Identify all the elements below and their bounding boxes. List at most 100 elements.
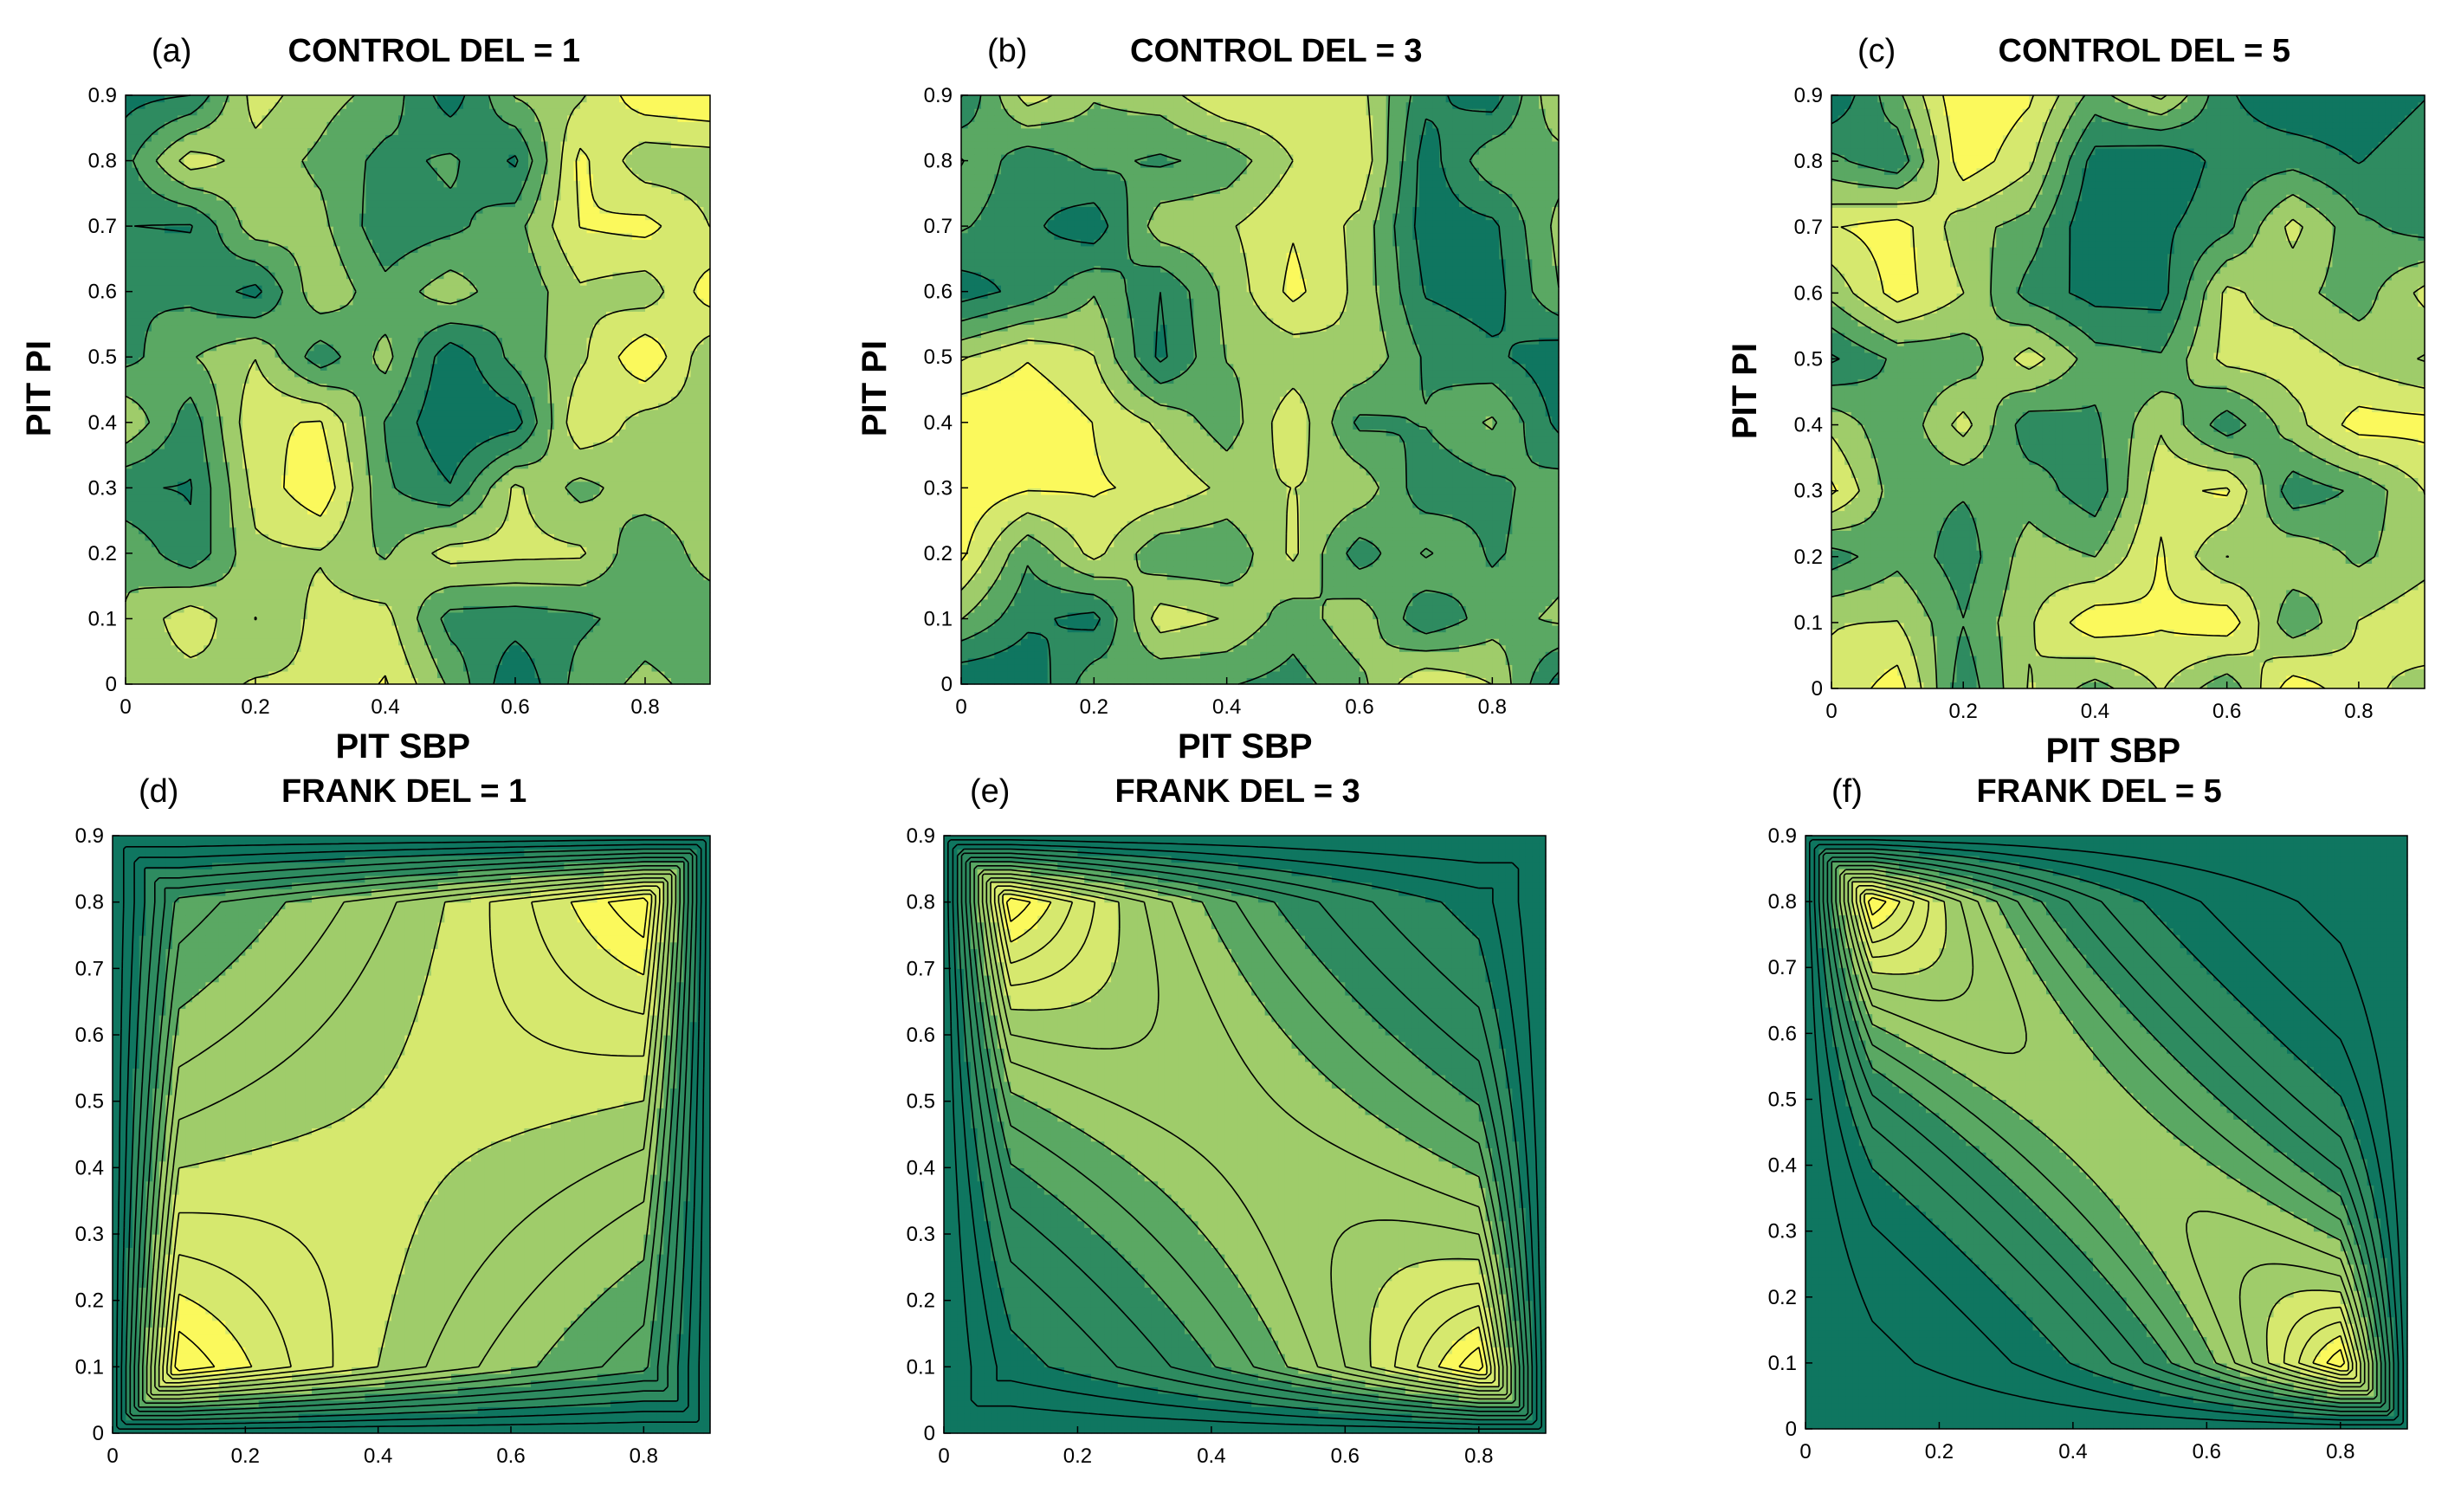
contour-cell bbox=[378, 670, 386, 679]
contour-cell bbox=[320, 670, 328, 679]
contour-cell bbox=[262, 670, 269, 679]
contour-cell bbox=[599, 677, 607, 685]
contour-cell bbox=[625, 677, 633, 685]
contour-cell bbox=[191, 677, 198, 685]
contour-cell bbox=[326, 677, 334, 685]
contour-cell bbox=[203, 677, 211, 685]
contour-cell bbox=[593, 677, 601, 685]
contour-cell bbox=[547, 677, 555, 685]
contour-cell bbox=[690, 670, 698, 679]
contour-cell bbox=[346, 670, 354, 679]
contour-cell bbox=[528, 670, 536, 679]
contour-cell bbox=[697, 677, 705, 685]
contour-cell bbox=[528, 677, 536, 685]
contour-cell bbox=[424, 677, 432, 685]
contour-cell bbox=[417, 670, 425, 679]
contour-cell bbox=[612, 670, 620, 679]
panel-title: CONTROL DEL = 1 bbox=[288, 33, 581, 70]
contour-cell bbox=[139, 677, 146, 685]
contour-cell bbox=[307, 677, 315, 685]
contour-cell bbox=[223, 670, 230, 679]
contour-cell bbox=[684, 670, 692, 679]
contour-cell bbox=[684, 677, 692, 685]
contour-cell bbox=[216, 670, 224, 679]
contour-cell bbox=[165, 670, 172, 679]
contour-cell bbox=[573, 670, 581, 679]
contour-cell bbox=[411, 670, 419, 679]
contour-cell bbox=[313, 677, 321, 685]
contour-cell bbox=[333, 677, 341, 685]
contour-cell bbox=[489, 677, 497, 685]
contour-cell bbox=[567, 677, 575, 685]
contour-cell bbox=[184, 677, 191, 685]
contour-cell bbox=[456, 670, 464, 679]
contour-cell bbox=[450, 677, 458, 685]
contour-cell bbox=[554, 677, 562, 685]
contour-cell bbox=[145, 677, 152, 685]
contour-cell bbox=[391, 670, 399, 679]
contour-cell bbox=[632, 670, 640, 679]
contour-cell bbox=[515, 677, 523, 685]
contour-cell bbox=[658, 677, 666, 685]
contour-cell bbox=[287, 670, 295, 679]
contour-cell bbox=[489, 670, 497, 679]
contour-cell bbox=[398, 670, 406, 679]
contour-cell bbox=[255, 670, 263, 679]
contour-cell bbox=[191, 670, 198, 679]
contour-cell bbox=[229, 677, 237, 685]
contour-cell bbox=[612, 677, 620, 685]
contour-cell bbox=[534, 677, 542, 685]
contour-cell bbox=[521, 677, 529, 685]
contour-cell bbox=[249, 677, 256, 685]
contour-cell bbox=[456, 677, 464, 685]
contour-cell bbox=[697, 670, 705, 679]
contour-cell bbox=[165, 677, 172, 685]
contour-cell bbox=[313, 670, 321, 679]
contour-cell bbox=[307, 670, 315, 679]
contour-cell bbox=[320, 677, 328, 685]
contour-cell bbox=[294, 677, 302, 685]
contour-cell bbox=[560, 670, 568, 679]
contour-cell bbox=[586, 670, 594, 679]
contour-cell bbox=[197, 677, 204, 685]
contour-cell bbox=[262, 677, 269, 685]
contour-cell bbox=[417, 677, 425, 685]
contour-cell bbox=[300, 670, 308, 679]
contour-cell bbox=[203, 670, 211, 679]
contour-cell bbox=[300, 677, 308, 685]
contour-cell bbox=[424, 670, 432, 679]
contour-cell bbox=[229, 670, 237, 679]
contour-cell bbox=[651, 677, 659, 685]
contour-cell bbox=[619, 677, 627, 685]
contour-cell bbox=[508, 670, 516, 679]
contour-cell bbox=[178, 677, 185, 685]
contour-cell bbox=[469, 677, 477, 685]
panel-tag: (a) bbox=[152, 33, 191, 70]
contour-cell bbox=[171, 677, 178, 685]
contour-cell bbox=[469, 670, 477, 679]
contour-cell bbox=[502, 670, 510, 679]
contour-cell bbox=[404, 670, 412, 679]
contour-cell bbox=[664, 677, 672, 685]
contour-cell bbox=[158, 677, 165, 685]
contour-cell bbox=[430, 670, 438, 679]
contour-cell bbox=[671, 670, 679, 679]
contour-cell bbox=[339, 670, 347, 679]
contour-fill bbox=[126, 95, 711, 685]
contour-cell bbox=[547, 670, 555, 679]
contour-cell bbox=[521, 670, 529, 679]
contour-cell bbox=[139, 670, 146, 679]
contour-cell bbox=[502, 677, 510, 685]
contour-cell bbox=[671, 677, 679, 685]
contour-cell bbox=[651, 670, 659, 679]
contour-cell bbox=[638, 677, 646, 685]
contour-cell bbox=[242, 670, 250, 679]
contour-cell bbox=[210, 677, 217, 685]
contour-cell bbox=[437, 677, 445, 685]
contour-cell bbox=[352, 670, 360, 679]
contour-cell bbox=[508, 677, 516, 685]
contour-cell bbox=[359, 670, 367, 679]
contour-cell bbox=[541, 670, 549, 679]
contour-cell bbox=[625, 670, 633, 679]
contour-cell bbox=[326, 670, 334, 679]
